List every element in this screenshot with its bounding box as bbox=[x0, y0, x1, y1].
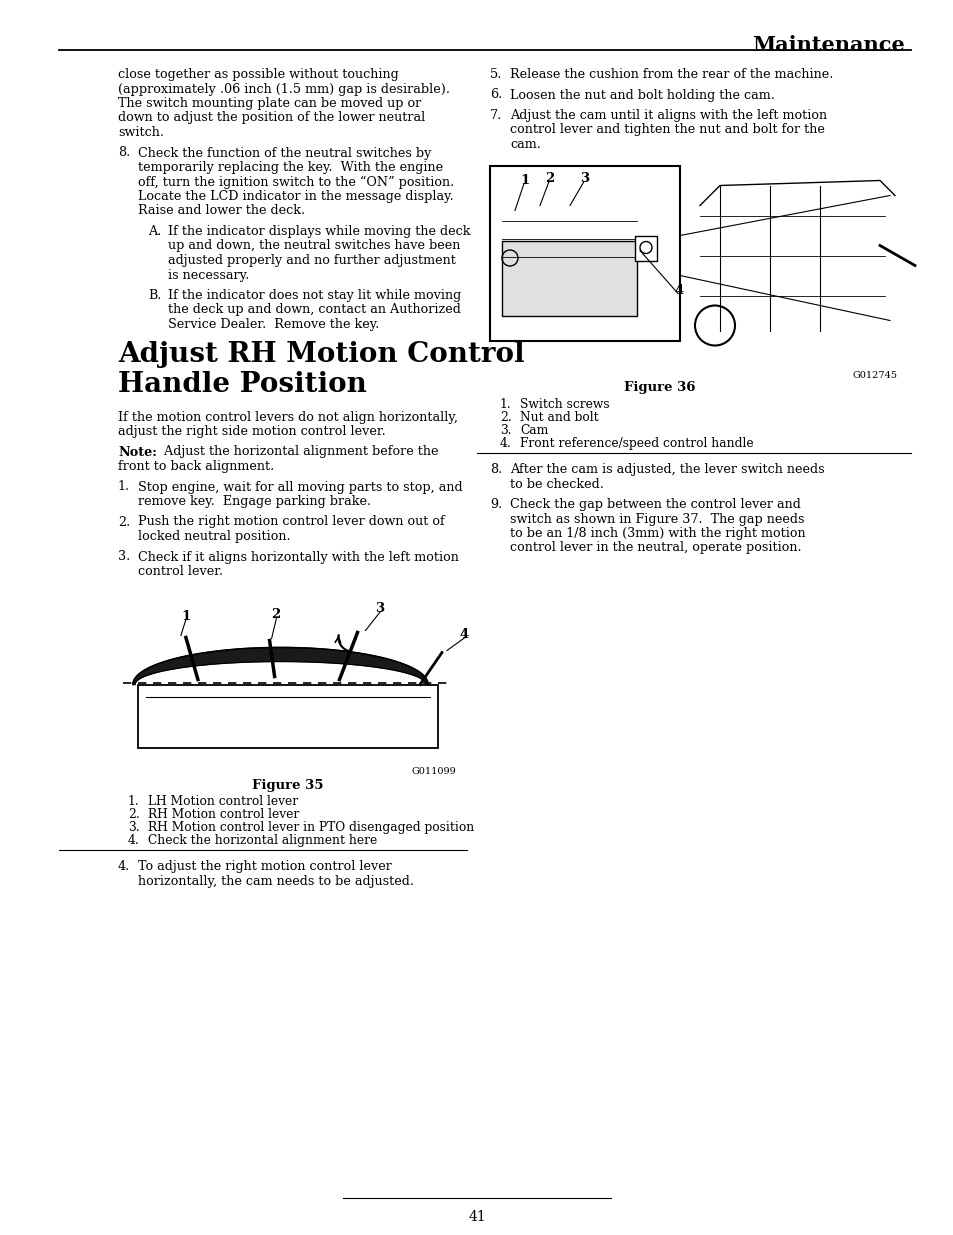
Text: 3: 3 bbox=[375, 601, 384, 615]
Text: 1: 1 bbox=[181, 610, 190, 622]
Text: Raise and lower the deck.: Raise and lower the deck. bbox=[138, 205, 305, 217]
Text: 1.: 1. bbox=[499, 398, 511, 411]
Text: Note:: Note: bbox=[118, 446, 156, 458]
Text: 2: 2 bbox=[272, 608, 280, 620]
Text: 9.: 9. bbox=[490, 498, 501, 511]
Text: remove key.  Engage parking brake.: remove key. Engage parking brake. bbox=[138, 495, 371, 508]
Text: 8.: 8. bbox=[118, 147, 131, 159]
Text: Nut and bolt: Nut and bolt bbox=[519, 411, 598, 424]
Bar bbox=[501, 241, 637, 315]
Text: cam.: cam. bbox=[510, 138, 540, 151]
Text: 4.: 4. bbox=[499, 437, 511, 450]
Text: 4.: 4. bbox=[118, 860, 131, 873]
Text: Locate the LCD indicator in the message display.: Locate the LCD indicator in the message … bbox=[138, 190, 454, 203]
Text: Adjust the cam until it aligns with the left motion: Adjust the cam until it aligns with the … bbox=[510, 109, 826, 122]
Text: Maintenance: Maintenance bbox=[752, 35, 904, 56]
Text: Front reference/speed control handle: Front reference/speed control handle bbox=[519, 437, 753, 450]
Text: G012745: G012745 bbox=[852, 370, 897, 379]
Text: 1: 1 bbox=[519, 173, 529, 186]
Text: The switch mounting plate can be moved up or: The switch mounting plate can be moved u… bbox=[118, 98, 421, 110]
Text: 2.: 2. bbox=[128, 808, 139, 821]
Text: switch as shown in Figure 37.  The gap needs: switch as shown in Figure 37. The gap ne… bbox=[510, 513, 803, 526]
Text: Push the right motion control lever down out of: Push the right motion control lever down… bbox=[138, 515, 444, 529]
Bar bbox=[490, 165, 679, 341]
Text: RH Motion control lever in PTO disengaged position: RH Motion control lever in PTO disengage… bbox=[148, 821, 474, 834]
Text: To adjust the right motion control lever: To adjust the right motion control lever bbox=[138, 860, 392, 873]
Text: front to back alignment.: front to back alignment. bbox=[118, 459, 274, 473]
Text: 3.: 3. bbox=[118, 551, 131, 563]
Text: adjust the right side motion control lever.: adjust the right side motion control lev… bbox=[118, 425, 385, 438]
Text: locked neutral position.: locked neutral position. bbox=[138, 530, 291, 543]
Bar bbox=[635, 236, 657, 261]
Text: Loosen the nut and bolt holding the cam.: Loosen the nut and bolt holding the cam. bbox=[510, 89, 774, 101]
Text: off, turn the ignition switch to the “ON” position.: off, turn the ignition switch to the “ON… bbox=[138, 175, 454, 189]
Text: Figure 36: Figure 36 bbox=[623, 382, 695, 394]
Text: B.: B. bbox=[148, 289, 161, 303]
Text: up and down, the neutral switches have been: up and down, the neutral switches have b… bbox=[168, 240, 460, 252]
Text: Switch screws: Switch screws bbox=[519, 398, 609, 411]
Text: Adjust RH Motion Control: Adjust RH Motion Control bbox=[118, 341, 524, 368]
Text: 2.: 2. bbox=[499, 411, 511, 424]
Text: G011099: G011099 bbox=[411, 767, 456, 777]
Text: down to adjust the position of the lower neutral: down to adjust the position of the lower… bbox=[118, 111, 425, 125]
Text: Adjust the horizontal alignment before the: Adjust the horizontal alignment before t… bbox=[156, 446, 438, 458]
Text: 5.: 5. bbox=[490, 68, 502, 82]
Text: If the motion control levers do not align horizontally,: If the motion control levers do not alig… bbox=[118, 410, 457, 424]
Text: 3.: 3. bbox=[128, 821, 139, 834]
Text: Stop engine, wait for all moving parts to stop, and: Stop engine, wait for all moving parts t… bbox=[138, 480, 462, 494]
Text: RH Motion control lever: RH Motion control lever bbox=[148, 808, 299, 821]
Text: 41: 41 bbox=[468, 1210, 485, 1224]
Text: 3.: 3. bbox=[499, 424, 511, 437]
Text: control lever in the neutral, operate position.: control lever in the neutral, operate po… bbox=[510, 541, 801, 555]
Text: After the cam is adjusted, the lever switch needs: After the cam is adjusted, the lever swi… bbox=[510, 463, 823, 475]
Text: 2.: 2. bbox=[118, 515, 131, 529]
Text: control lever and tighten the nut and bolt for the: control lever and tighten the nut and bo… bbox=[510, 124, 824, 137]
Text: 3: 3 bbox=[579, 172, 589, 184]
Text: Check if it aligns horizontally with the left motion: Check if it aligns horizontally with the… bbox=[138, 551, 458, 563]
Text: LH Motion control lever: LH Motion control lever bbox=[148, 795, 297, 808]
Text: 8.: 8. bbox=[490, 463, 501, 475]
Text: 1.: 1. bbox=[128, 795, 139, 808]
Text: (approximately .06 inch (1.5 mm) gap is desirable).: (approximately .06 inch (1.5 mm) gap is … bbox=[118, 83, 450, 95]
Text: control lever.: control lever. bbox=[138, 564, 223, 578]
Text: switch.: switch. bbox=[118, 126, 164, 140]
Text: 1.: 1. bbox=[118, 480, 130, 494]
Text: Service Dealer.  Remove the key.: Service Dealer. Remove the key. bbox=[168, 317, 379, 331]
Text: adjusted properly and no further adjustment: adjusted properly and no further adjustm… bbox=[168, 254, 456, 267]
Text: Handle Position: Handle Position bbox=[118, 370, 367, 398]
Text: Check the gap between the control lever and: Check the gap between the control lever … bbox=[510, 498, 800, 511]
Text: horizontally, the cam needs to be adjusted.: horizontally, the cam needs to be adjust… bbox=[138, 874, 414, 888]
Text: 6.: 6. bbox=[490, 89, 501, 101]
Text: 4: 4 bbox=[675, 284, 683, 296]
Text: is necessary.: is necessary. bbox=[168, 268, 249, 282]
Text: Figure 35: Figure 35 bbox=[252, 778, 323, 792]
Text: 4.: 4. bbox=[128, 834, 139, 847]
Text: 2: 2 bbox=[544, 172, 554, 184]
Bar bbox=[689, 165, 899, 351]
Text: Cam: Cam bbox=[519, 424, 548, 437]
Polygon shape bbox=[132, 647, 428, 684]
Text: 7.: 7. bbox=[490, 109, 501, 122]
Bar bbox=[138, 684, 437, 747]
Text: Check the function of the neutral switches by: Check the function of the neutral switch… bbox=[138, 147, 431, 159]
Text: temporarily replacing the key.  With the engine: temporarily replacing the key. With the … bbox=[138, 161, 442, 174]
Text: the deck up and down, contact an Authorized: the deck up and down, contact an Authori… bbox=[168, 304, 460, 316]
Text: A.: A. bbox=[148, 225, 161, 238]
Text: Release the cushion from the rear of the machine.: Release the cushion from the rear of the… bbox=[510, 68, 833, 82]
Text: Check the horizontal alignment here: Check the horizontal alignment here bbox=[148, 834, 376, 847]
Text: 4: 4 bbox=[459, 627, 469, 641]
Text: If the indicator does not stay lit while moving: If the indicator does not stay lit while… bbox=[168, 289, 460, 303]
Text: close together as possible without touching: close together as possible without touch… bbox=[118, 68, 398, 82]
Text: If the indicator displays while moving the deck: If the indicator displays while moving t… bbox=[168, 225, 470, 238]
Text: to be an 1/8 inch (3mm) with the right motion: to be an 1/8 inch (3mm) with the right m… bbox=[510, 527, 804, 540]
Text: to be checked.: to be checked. bbox=[510, 478, 603, 490]
